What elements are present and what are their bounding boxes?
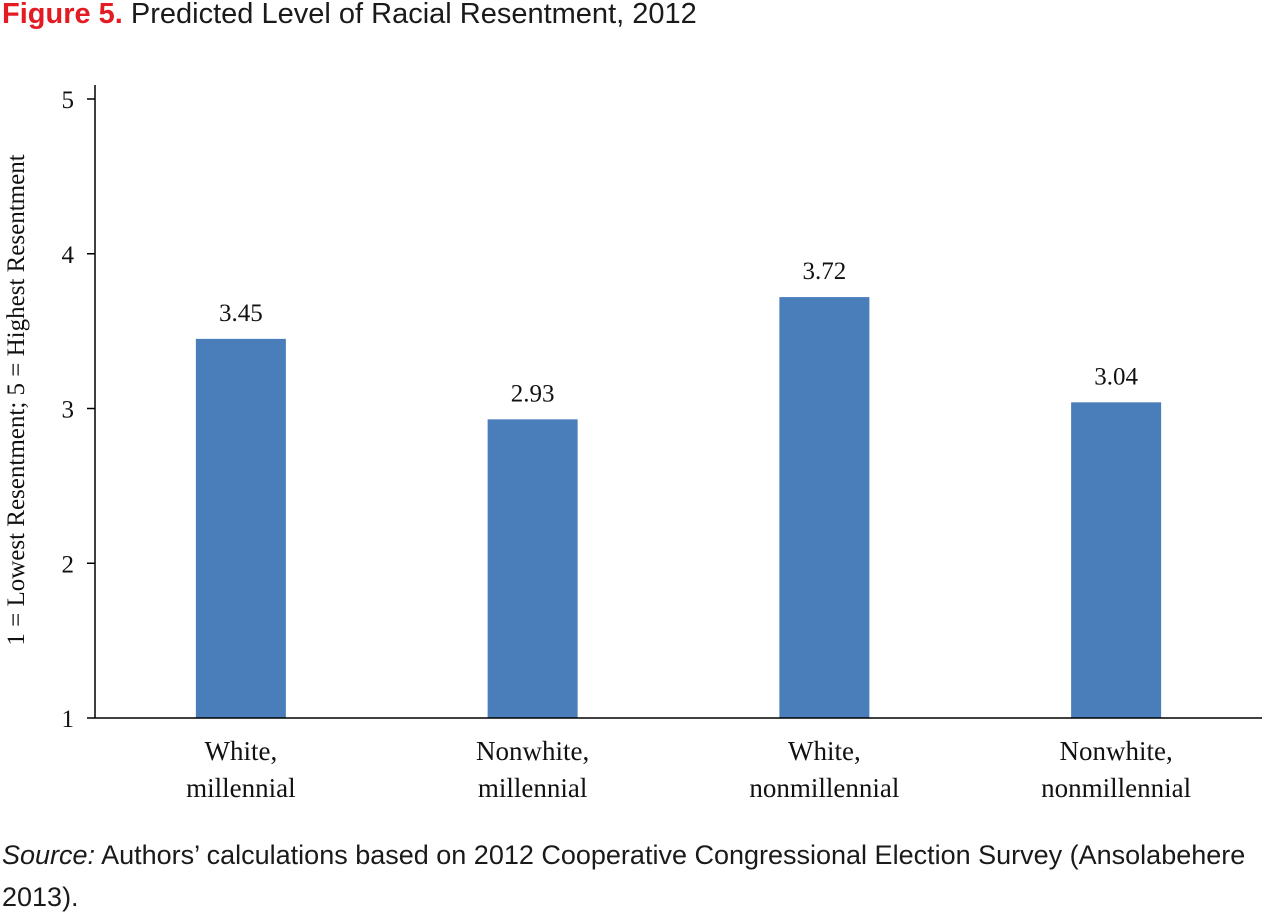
source-note: Source: Authors’ calculations based on 2…: [2, 834, 1278, 918]
y-tick-label: 3: [62, 397, 75, 424]
source-text: Authors’ calculations based on 2012 Coop…: [2, 840, 1246, 912]
x-tick-label: nonmillennial: [1041, 773, 1191, 803]
data-labels: 3.45 2.93 3.72 3.04: [219, 258, 1139, 407]
x-tick-label: White,: [788, 736, 861, 766]
bar: [1071, 402, 1162, 718]
data-label: 2.93: [511, 380, 555, 407]
data-label: 3.72: [803, 258, 847, 285]
x-tick-label: millennial: [478, 773, 587, 803]
bar: [195, 338, 286, 718]
figure-title-text: Predicted Level of Racial Resentment, 20…: [130, 0, 697, 30]
x-tick-label: Nonwhite,: [476, 736, 589, 766]
bar-chart: 1 = Lowest Resentment; 5 = Highest Resen…: [3, 85, 1262, 803]
x-tick-label: millennial: [186, 773, 295, 803]
figure-title: Figure 5. Predicted Level of Racial Rese…: [2, 0, 697, 32]
bar: [779, 297, 870, 718]
y-axis-label: 1 = Lowest Resentment; 5 = Highest Resen…: [3, 154, 30, 645]
y-tick-label: 4: [62, 242, 75, 269]
y-tick-label: 1: [62, 706, 75, 733]
x-axis-labels: White, millennial Nonwhite, millennial White…: [186, 736, 1191, 803]
source-label: Source:: [2, 840, 96, 870]
y-tick-label: 2: [62, 551, 75, 578]
bars: [195, 297, 1162, 718]
figure-label: Figure 5.: [2, 0, 123, 30]
x-tick-label: White,: [205, 736, 278, 766]
bar: [487, 419, 578, 718]
y-axis-ticks: 1 2 3 4 5: [62, 87, 95, 733]
x-tick-label: Nonwhite,: [1060, 736, 1173, 766]
data-label: 3.45: [219, 300, 263, 327]
y-tick-label: 5: [62, 87, 75, 114]
data-label: 3.04: [1094, 363, 1138, 390]
x-tick-label: nonmillennial: [749, 773, 899, 803]
